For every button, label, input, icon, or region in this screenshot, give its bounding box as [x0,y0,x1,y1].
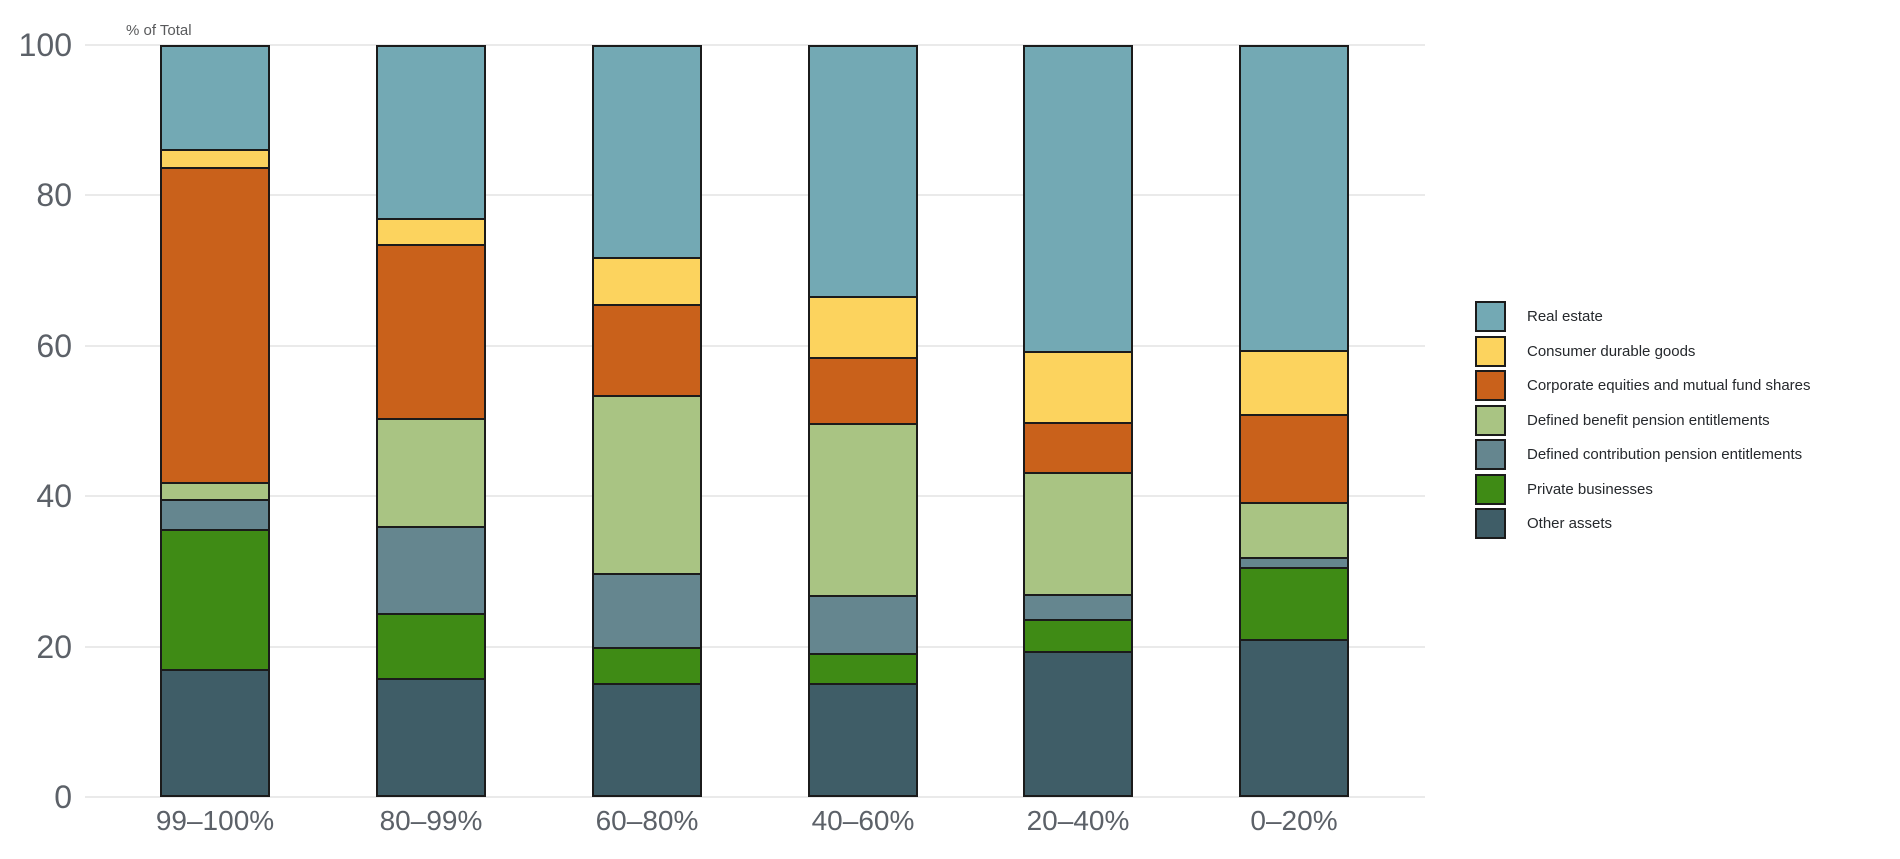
bar-segment [808,357,918,424]
bar-segment [160,499,270,530]
y-axis-tick-label: 0 [54,779,72,815]
bar-segment [808,682,918,797]
legend-label: Consumer durable goods [1527,342,1696,360]
bar-segment [1023,618,1133,652]
bar-segment [376,45,486,218]
bar-segment [592,257,702,304]
bar-segment [1023,593,1133,619]
bar-segment [808,594,918,654]
bar-segment [592,45,702,258]
bar-segment [160,481,270,500]
legend-label: Corporate equities and mutual fund share… [1527,377,1811,394]
legend-swatch [1475,404,1506,436]
legend-swatch [1475,335,1506,367]
legend-swatch [1475,473,1506,505]
bar-60–80% [592,45,702,797]
x-axis-tick-label: 20–40% [1026,805,1130,836]
bar-segment [1239,639,1349,797]
bar-segment [1239,557,1349,567]
bar-0–20% [1239,45,1349,797]
y-axis-tick-label: 20 [36,628,72,665]
bar-segment [808,423,918,595]
bar-segment [1239,566,1349,640]
bar-segment [376,418,486,527]
bar-segment [592,394,702,573]
gridline [85,495,1425,498]
legend-swatch [1475,508,1506,539]
gridline [85,344,1425,347]
gridline [85,796,1425,798]
legend-swatch [1475,301,1506,332]
bar-40–60% [808,45,918,797]
bar-99–100% [160,45,270,797]
bar-segment [808,653,918,683]
bar-segment [160,669,270,797]
y-axis-tick-label: 60 [36,327,72,364]
bar-segment [592,682,702,797]
legend-label: Private businesses [1527,480,1653,498]
legend-label: Defined contribution pension entitlement… [1527,446,1803,463]
bar-segment [1023,651,1133,797]
bar-segment [1239,414,1349,503]
y-axis-tick-label: 40 [36,478,72,515]
legend-swatch [1475,370,1506,401]
bar-segment [808,296,918,358]
bar-segment [160,45,270,149]
gridline [85,44,1425,46]
y-axis-tick-label: 80 [36,177,72,214]
bar-segment [376,678,486,797]
bar-segment [808,45,918,297]
y-axis-tick-label: 100 [18,27,72,63]
bar-segment [376,526,486,613]
bar-segment [376,612,486,679]
bar-80–99% [376,45,486,797]
bar-segment [160,148,270,167]
x-axis-tick-label: 99–100% [155,805,275,836]
x-axis-tick-label: 80–99% [379,805,483,836]
bar-segment [1023,421,1133,473]
gridline [85,645,1425,648]
bar-segment [592,646,702,683]
x-axis-tick-label: 0–20% [1250,805,1338,836]
bar-segment [376,244,486,418]
bar-segment [376,217,486,245]
bar-segment [1239,502,1349,558]
legend-label: Real estate [1527,308,1603,325]
bar-segment [160,166,270,482]
bar-segment [1239,45,1349,351]
legend-swatch [1475,439,1506,470]
x-axis-tick-label: 60–80% [595,805,699,836]
bar-segment [592,303,702,395]
legend-label: Other assets [1527,515,1613,532]
bar-segment [1023,351,1133,422]
legend-label: Defined benefit pension entitlements [1527,411,1770,429]
bar-20–40% [1023,45,1133,797]
bar-segment [1023,45,1133,352]
bar-segment [160,529,270,670]
bar-segment [1023,472,1133,594]
gridline [85,194,1425,197]
bar-segment [592,572,702,647]
bar-segment [1239,350,1349,415]
chart-title: % of Total [126,22,192,39]
x-axis-tick-label: 40–60% [811,805,915,836]
